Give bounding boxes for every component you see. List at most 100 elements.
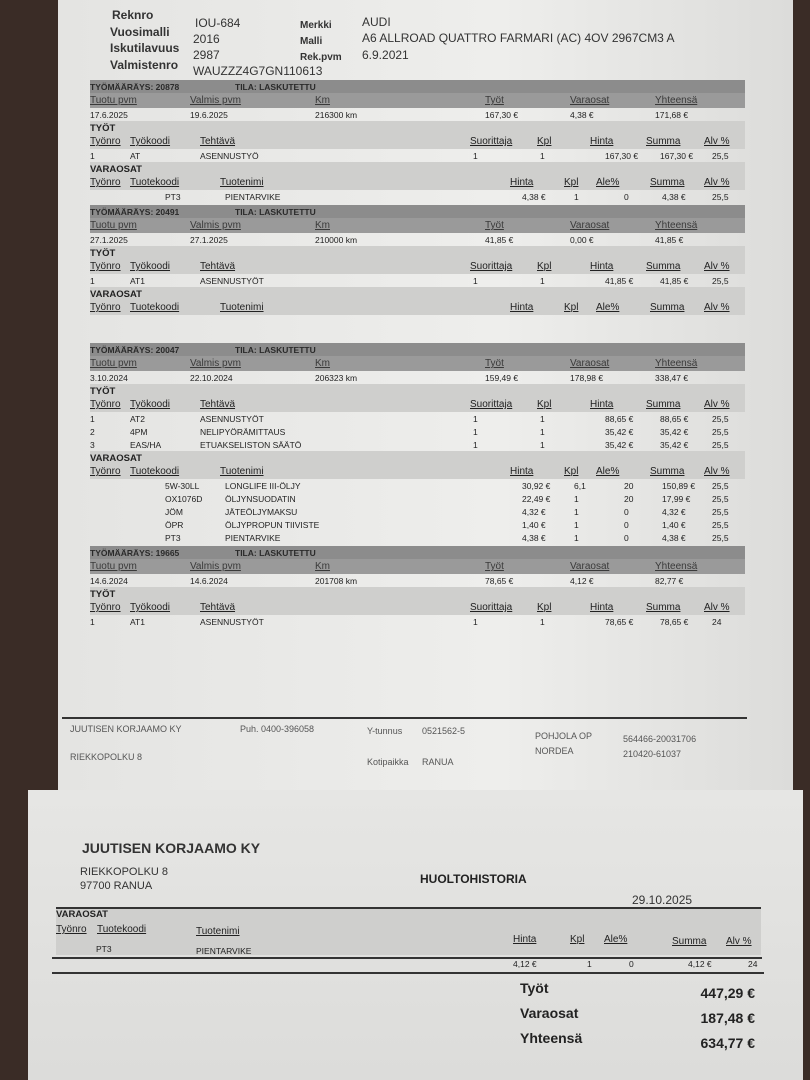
page2-divider-bottom	[52, 972, 764, 974]
part-cell: 17,99 €	[662, 494, 691, 504]
work-cell: 88,65 €	[660, 414, 689, 424]
work-row: 1 AT1 ASENNUSTYÖT 1 1 78,65 € 78,65 € 24	[90, 615, 745, 628]
part-row: PT3 PIENTARVIKE 4,38 € 1 0 4,38 € 25,5	[90, 190, 745, 203]
part-cell: PT3	[165, 533, 181, 543]
work-cell: 25,5	[712, 440, 729, 450]
work-cell: 167,30 €	[605, 151, 639, 161]
work-order-status: TILA: LASKUTETTU	[235, 548, 316, 558]
rekpvm-value: 6.9.2021	[362, 48, 409, 62]
work-cell: 167,30 €	[660, 151, 694, 161]
page2-col-tuotekoodi: Tuotekoodi	[97, 924, 147, 935]
work-cell: 35,42 €	[605, 440, 634, 450]
summary-valmis: 22.10.2024	[190, 373, 233, 383]
col-tuotu: Tuotu pvm	[90, 95, 137, 106]
work-order-summary-row: 17.6.2025 19.6.2025 216300 km 167,30 € 4,38 …	[90, 108, 745, 121]
col-summa: Summa	[650, 302, 685, 313]
footer-company: JUUTISEN KORJAAMO KY	[70, 724, 182, 734]
reknro-label: Reknro	[112, 8, 154, 22]
work-order-status: TILA: LASKUTETTU	[235, 207, 316, 217]
page2-col-tyonro: Työnro	[56, 924, 87, 935]
col-tyonro: Työnro	[90, 302, 121, 313]
summary-varaosat: 4,38 €	[570, 110, 594, 120]
varaosat-section-title: VARAOSAT	[90, 451, 745, 464]
work-cell: 78,65 €	[660, 617, 689, 627]
col-summa: Summa	[646, 136, 681, 147]
col-alv: Alv %	[704, 302, 730, 313]
col-km: Km	[315, 358, 330, 369]
summary-tyot: 167,30 €	[485, 110, 519, 120]
part-cell: 25,5	[712, 494, 729, 504]
part-cell: 1	[574, 520, 579, 530]
summary-yhteensa: 41,85 €	[655, 235, 684, 245]
col-tyot: Työt	[485, 95, 504, 106]
col-tuotekoodi: Tuotekoodi	[130, 177, 180, 188]
work-cell: 1	[90, 617, 95, 627]
varaosat-section-title: VARAOSAT	[90, 287, 745, 300]
work-cell: 1	[540, 427, 545, 437]
work-order-number: TYÖMÄÄRÄYS: 20491	[90, 207, 180, 217]
iskutilavuus-label: Iskutilavuus	[110, 41, 180, 55]
col-valmis: Valmis pvm	[190, 220, 241, 231]
total-value: 187,48 €	[700, 1010, 756, 1026]
work-order-status: TILA: LASKUTETTU	[235, 82, 316, 92]
col-km: Km	[315, 220, 330, 231]
part-cell: 4,32 €	[662, 507, 686, 517]
summary-valmis: 14.6.2024	[190, 576, 228, 586]
work-row: 2 4PM NELIPYÖRÄMITTAUS 1 1 35,42 € 35,42 € 25,5	[90, 425, 745, 438]
col-yhteensa: Yhteensä	[655, 358, 698, 369]
col-tyot: Työt	[485, 220, 504, 231]
malli-value: A6 ALLROAD QUATTRO FARMARI (AC) 4OV 2967…	[362, 31, 675, 45]
col-yhteensa: Yhteensä	[655, 220, 698, 231]
col-alv: Alv %	[704, 261, 730, 272]
summary-km: 216300 km	[315, 110, 358, 120]
work-cell: AT2	[130, 414, 145, 424]
part-row: ÖPR ÖLJYPROPUN TIIVISTE 1,40 € 1 0 1,40 € 25,5	[90, 518, 745, 531]
col-varaosat: Varaosat	[570, 358, 610, 369]
work-row: 3 EAS/HA ETUAKSELISTON SÄÄTÖ 1 1 35,42 € 35,42…	[90, 438, 745, 451]
part-cell: 4,38 €	[662, 533, 686, 543]
tyot-section-label: TYÖT	[90, 123, 116, 134]
part-cell: 25,5	[712, 192, 729, 202]
page2-part-hinta: 4,12 €	[513, 959, 537, 969]
summary-km: 206323 km	[315, 373, 358, 383]
col-tuotekoodi: Tuotekoodi	[130, 302, 180, 313]
work-order-column-header: Tuotu pvm Valmis pvm Km Työt Varaosat Yhteens…	[90, 218, 745, 233]
col-yhteensa: Yhteensä	[655, 95, 698, 106]
col-tyokoodi: Työkoodi	[130, 602, 171, 613]
work-cell: 25,5	[712, 276, 729, 286]
part-row: PT3 PIENTARVIKE 4,38 € 1 0 4,38 € 25,5	[90, 531, 745, 544]
tyot-section-title: TYÖT	[90, 384, 745, 397]
work-cell: 1	[90, 414, 95, 424]
summary-valmis: 19.6.2025	[190, 110, 228, 120]
valmistenro-label: Valmistenro	[110, 58, 179, 72]
work-order-title-bar: TYÖMÄÄRÄYS: 20491 TILA: LASKUTETTU	[90, 205, 745, 218]
part-cell: 25,5	[712, 481, 729, 491]
part-cell: PIENTARVIKE	[225, 533, 281, 543]
page2-col-ale: Ale%	[604, 934, 628, 945]
varaosat-column-header: Työnro Tuotekoodi Tuotenimi Hinta Kpl Ale% Sum…	[90, 300, 745, 315]
col-hinta: Hinta	[590, 261, 614, 272]
col-tyokoodi: Työkoodi	[130, 136, 171, 147]
footer-ytunnus-label: Y-tunnus	[367, 726, 403, 736]
valmistenro-value: WAUZZZ4G7GN110613	[193, 64, 323, 78]
col-tuotu: Tuotu pvm	[90, 220, 137, 231]
col-alv: Alv %	[704, 399, 730, 410]
col-varaosat: Varaosat	[570, 561, 610, 572]
vuosimalli-label: Vuosimalli	[110, 25, 170, 39]
work-cell: 3	[90, 440, 95, 450]
summary-valmis: 27.1.2025	[190, 235, 228, 245]
part-cell: 1	[574, 533, 579, 543]
part-row: JÖM JÄTEÖLJYMAKSU 4,32 € 1 0 4,32 € 25,5	[90, 505, 745, 518]
part-cell: 6,1	[574, 481, 586, 491]
work-cell: 25,5	[712, 151, 729, 161]
work-cell: 88,65 €	[605, 414, 634, 424]
col-hinta: Hinta	[590, 602, 614, 613]
col-km: Km	[315, 561, 330, 572]
tyot-column-header: Työnro Työkoodi Tehtävä Suorittaja Kpl Hinta S…	[90, 134, 745, 149]
summary-yhteensa: 338,47 €	[655, 373, 689, 383]
work-cell: AT1	[130, 276, 145, 286]
page2-col-tuotenimi: Tuotenimi	[196, 926, 240, 937]
col-tyonro: Työnro	[90, 177, 121, 188]
page2-part-name: PIENTARVIKE	[196, 946, 252, 956]
footer-kotipaikka-label: Kotipaikka	[367, 757, 409, 767]
